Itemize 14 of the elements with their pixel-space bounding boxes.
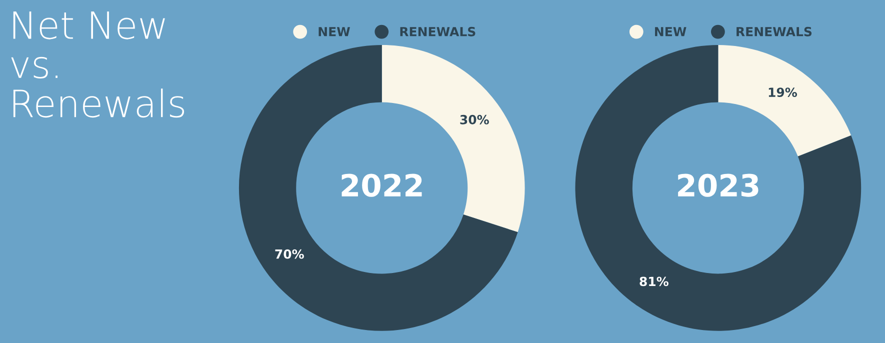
- donut-slice: [718, 45, 852, 156]
- donut-slice: [575, 45, 862, 331]
- legend-label: RENEWALS: [400, 26, 476, 36]
- legend-label: NEW: [655, 27, 686, 36]
- legend-label: RENEWALS: [736, 26, 812, 36]
- data-label: 81%: [640, 276, 668, 286]
- text: 2023: [678, 174, 758, 197]
- data-label: 30%: [460, 114, 489, 124]
- donut-slice: [238, 45, 518, 331]
- text: 2022: [342, 174, 422, 197]
- data-label: 70%: [275, 249, 304, 259]
- text: Net New vs. Renewals: [11, 11, 184, 118]
- legend-label: NEW: [318, 27, 350, 36]
- data-label: 19%: [768, 88, 798, 98]
